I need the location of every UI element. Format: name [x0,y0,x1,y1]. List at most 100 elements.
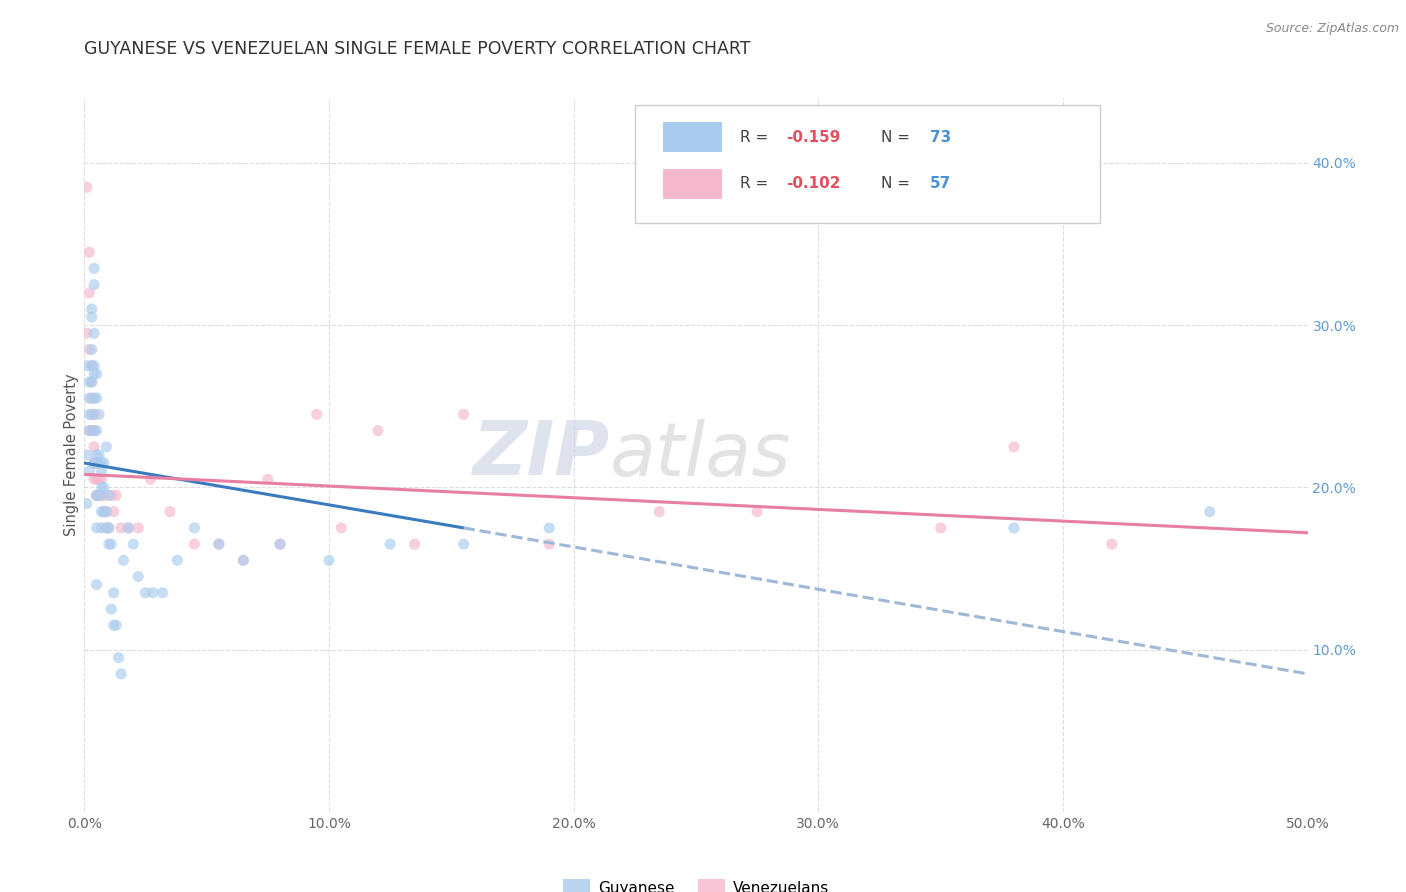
Point [83,456,105,470]
Point [83,456,105,470]
Point [90,505,112,519]
Point [83,424,105,438]
Point [747,505,769,519]
Point [83,408,105,422]
Point [538,521,561,535]
Point [87,488,110,502]
Point [80,301,103,316]
Point [232,553,254,567]
Point [86,456,108,470]
FancyBboxPatch shape [664,169,721,199]
Point [86,577,108,591]
Point [117,521,139,535]
Point [77,245,100,260]
Point [183,521,205,535]
Point [77,375,100,389]
Point [86,367,108,381]
Point [103,505,125,519]
Point [105,618,128,632]
Point [90,480,112,494]
Point [232,553,254,567]
Point [269,537,291,551]
Text: R =: R = [740,177,773,191]
Point [90,488,112,502]
Point [80,375,103,389]
Point [117,521,139,535]
Point [76,359,98,373]
Point [330,521,353,535]
Text: Source: ZipAtlas.com: Source: ZipAtlas.com [1265,22,1399,36]
Point [76,326,98,341]
Point [83,424,105,438]
Point [76,180,98,194]
Point [107,650,129,665]
Point [269,537,291,551]
Point [122,537,145,551]
Point [80,359,103,373]
Point [1002,440,1025,454]
Point [453,537,475,551]
Point [83,277,105,292]
Point [77,343,100,357]
Point [87,408,110,422]
Point [110,666,132,681]
Point [86,456,108,470]
Point [87,456,110,470]
Point [166,553,188,567]
Point [112,553,135,567]
Point [183,537,205,551]
Point [80,391,103,405]
Point [90,521,112,535]
Point [90,464,112,478]
Point [97,521,120,535]
Point [208,537,231,551]
Point [83,359,105,373]
Point [100,537,122,551]
Text: 73: 73 [929,130,950,145]
Point [93,488,115,502]
Point [87,472,110,486]
Point [83,408,105,422]
Point [80,310,103,324]
Text: GUYANESE VS VENEZUELAN SINGLE FEMALE POVERTY CORRELATION CHART: GUYANESE VS VENEZUELAN SINGLE FEMALE POV… [84,40,751,58]
Point [80,408,103,422]
Point [86,472,108,486]
Point [453,408,475,422]
Point [142,586,165,600]
Text: N =: N = [880,130,914,145]
Point [83,326,105,341]
Point [380,537,402,551]
Point [80,343,103,357]
Point [127,569,149,583]
Point [86,521,108,535]
Point [404,537,426,551]
Point [83,367,105,381]
Point [93,505,115,519]
Point [93,505,115,519]
Point [208,537,231,551]
Y-axis label: Single Female Poverty: Single Female Poverty [63,374,79,536]
Point [648,505,671,519]
Point [318,553,340,567]
Point [97,521,120,535]
Text: -0.102: -0.102 [786,177,841,191]
Point [1198,505,1220,519]
Point [86,391,108,405]
Text: R =: R = [740,130,773,145]
Point [76,497,98,511]
FancyBboxPatch shape [664,122,721,153]
Point [76,448,98,462]
Point [77,408,100,422]
Point [538,537,561,551]
Point [77,424,100,438]
Point [135,586,157,600]
Point [257,472,280,486]
Point [367,424,389,438]
Point [96,505,118,519]
Point [100,602,122,616]
Point [93,456,115,470]
Point [80,424,103,438]
Point [83,440,105,454]
Point [105,488,128,502]
Point [100,488,122,502]
